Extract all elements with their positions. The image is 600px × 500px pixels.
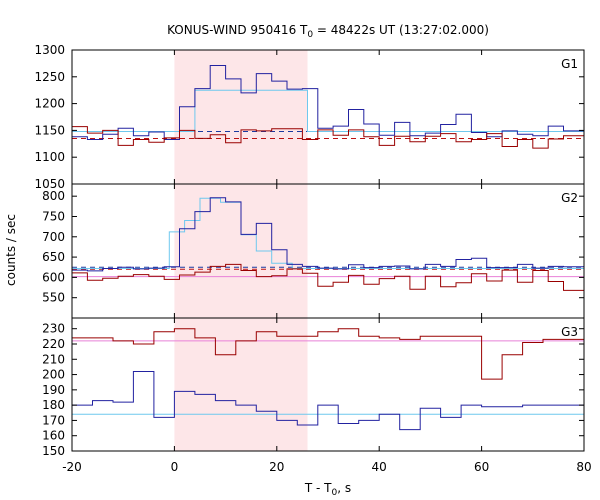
y-tick-label: 190 — [42, 383, 65, 397]
x-tick-label: 80 — [576, 460, 591, 474]
y-tick-label: 650 — [42, 250, 65, 264]
series-blue-g1 — [72, 65, 584, 140]
y-tick-label: 1250 — [34, 70, 65, 84]
x-tick-label: 20 — [269, 460, 284, 474]
y-tick-label: 200 — [42, 368, 65, 382]
highlight-band-g3 — [174, 318, 308, 451]
series-blue-g2 — [72, 197, 584, 272]
y-tick-label: 1200 — [34, 97, 65, 111]
panel-frame-g2 — [71, 183, 585, 319]
y-tick-label: 160 — [42, 429, 65, 443]
panel-frame-g3 — [71, 317, 585, 452]
y-tick-label: 550 — [42, 291, 65, 305]
y-tick-label: 210 — [42, 352, 65, 366]
y-tick-label: 220 — [42, 337, 65, 351]
y-tick-label: 170 — [42, 413, 65, 427]
y-tick-label: 700 — [42, 230, 65, 244]
data-layer — [72, 65, 584, 431]
y-tick-label: 150 — [42, 444, 65, 458]
x-axis-label: T - T0, s — [304, 481, 351, 498]
y-tick-label: 230 — [42, 322, 65, 336]
highlight-layer — [174, 50, 308, 451]
model-curve-g2-0 — [72, 197, 584, 269]
panel-frame-g1 — [71, 49, 585, 185]
panel-label-g3: G3 — [561, 325, 578, 339]
y-tick-label: 800 — [42, 189, 65, 203]
x-tick-label: 40 — [372, 460, 387, 474]
series-red-g1 — [72, 126, 584, 149]
x-tick-label: 60 — [474, 460, 489, 474]
y-tick-label: 600 — [42, 270, 65, 284]
y-tick-label: 750 — [42, 209, 65, 223]
panel-g2 — [72, 197, 584, 291]
series-red-g2 — [72, 263, 584, 291]
panel-frames — [71, 49, 585, 452]
y-tick-label: 1100 — [34, 150, 65, 164]
y-tick-label: 180 — [42, 398, 65, 412]
panel-g3 — [72, 328, 584, 431]
y-tick-label: 1050 — [34, 177, 65, 191]
y-tick-label: 1300 — [34, 43, 65, 57]
x-tick-label: -20 — [62, 460, 82, 474]
y-tick-label: 1150 — [34, 123, 65, 137]
y-axis-label: counts / sec — [4, 214, 18, 286]
series-blue-g3 — [72, 371, 584, 431]
tick-layer: G1105011001150120012501300G2550600650700… — [34, 43, 591, 474]
panel-label-g2: G2 — [561, 191, 578, 205]
model-curve-g1-0 — [72, 89, 584, 132]
series-red-g3 — [72, 328, 584, 380]
panel-g1 — [72, 65, 584, 149]
x-tick-label: 0 — [171, 460, 179, 474]
panel-label-g1: G1 — [561, 57, 578, 71]
chart-title: KONUS-WIND 950416 T0 = 48422s UT (13:27:… — [167, 23, 489, 40]
highlight-band-g1 — [174, 50, 308, 184]
